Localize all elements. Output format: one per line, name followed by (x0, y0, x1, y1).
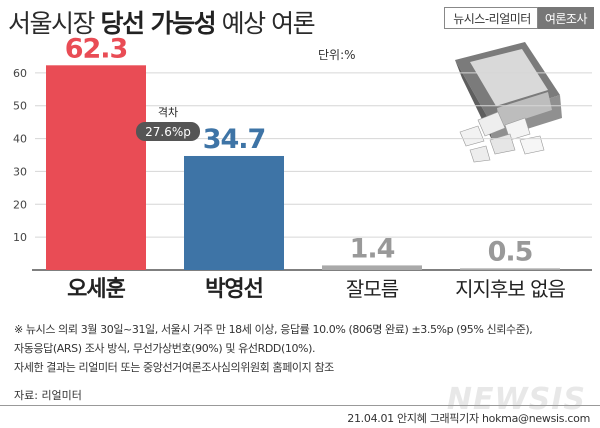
badge-type: 여론조사 (537, 7, 594, 29)
category-label-1: 박영선 (205, 277, 263, 302)
value-label-3: 0.5 (488, 236, 533, 267)
survey-notes: ※ 뉴시스 의뢰 3월 30일~31일, 서울시 거주 만 18세 이상, 응답… (14, 320, 533, 377)
title-part-2: 당선 가능성 (100, 9, 216, 38)
bar-0 (46, 65, 146, 270)
ballot-box-illustration (455, 42, 562, 163)
gap-pill (136, 122, 200, 141)
page-title: 서울시장 당선 가능성 예상 여론 (8, 4, 316, 40)
value-label-0: 62.3 (65, 33, 128, 64)
credit-line: 21.04.01 안지혜 그래픽기자 hokma@newsis.com (347, 412, 590, 425)
y-tick-label-10: 10 (13, 231, 27, 244)
badge-source: 뉴시스-리얼미터 (444, 7, 538, 29)
category-label-3: 지지후보 없음 (455, 277, 565, 301)
bar-chart: 10 20 30 40 50 60 62.3 오세훈 34.7 박영선 1.4 잘모름 0.5 지지후보… (13, 33, 592, 302)
newsis-watermark: NEWSIS (446, 382, 586, 417)
category-label-0: 오세훈 (67, 277, 125, 302)
bar-3 (460, 268, 560, 270)
notes-line-2: 자동응답(ARS) 조사 방식, 무선가상번호(90%) 및 유선RDD(10%… (14, 342, 316, 355)
y-axis: 10 20 30 40 50 60 (13, 67, 27, 244)
title-part-3: 예상 여론 (221, 9, 316, 38)
gap-label: 격차 (158, 106, 178, 119)
gap-annotation: 격차 27.6%p (136, 106, 200, 141)
title-part-1: 서울시장 (8, 9, 96, 38)
y-tick-label-40: 40 (13, 133, 27, 146)
source-label: 자료: 리얼미터 (14, 389, 82, 402)
y-tick-label-30: 30 (13, 165, 27, 178)
unit-label: 단위:% (318, 48, 356, 62)
category-label-2: 잘모름 (346, 277, 399, 301)
poll-badge: 뉴시스-리얼미터 여론조사 (444, 7, 594, 29)
y-tick-label-50: 50 (13, 100, 27, 113)
notes-line-1: ※ 뉴시스 의뢰 3월 30일~31일, 서울시 거주 만 18세 이상, 응답… (14, 323, 533, 336)
bar-2 (322, 265, 422, 270)
bars: 62.3 오세훈 34.7 박영선 1.4 잘모름 0.5 지지후보 없음 (46, 33, 566, 302)
gap-value: 27.6%p (145, 125, 191, 139)
y-tick-label-60: 60 (13, 67, 27, 80)
notes-line-3: 자세한 결과는 리얼미터 또는 중앙선거여론조사심의위원회 홈페이지 참조 (14, 361, 334, 374)
value-label-2: 1.4 (350, 233, 395, 264)
bar-1 (184, 155, 284, 270)
footer-divider (0, 405, 600, 406)
value-label-1: 34.7 (203, 124, 266, 155)
y-tick-label-20: 20 (13, 198, 27, 211)
